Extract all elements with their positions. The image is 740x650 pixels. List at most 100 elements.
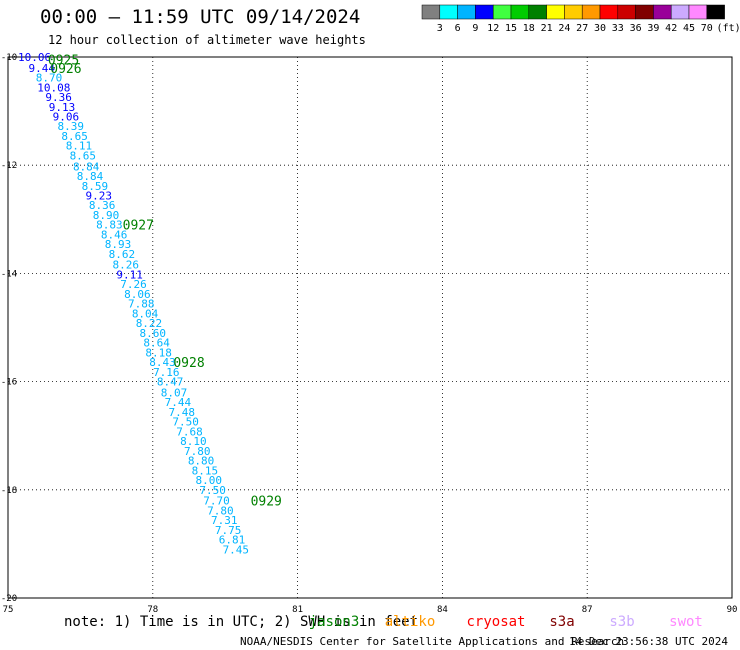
y-tick-label: -12 bbox=[1, 161, 17, 171]
swh-value-label: 8.06 bbox=[124, 288, 151, 301]
legend-swatch bbox=[492, 4, 512, 20]
y-tick-label: -20 bbox=[1, 594, 17, 604]
plot-frame bbox=[7, 56, 733, 599]
legend-label: 45 bbox=[683, 23, 695, 34]
swh-value-label: 7.26 bbox=[120, 278, 147, 291]
swh-value-label: 9.36 bbox=[45, 91, 72, 104]
time-label: 0925 bbox=[48, 54, 79, 69]
legend-swatch bbox=[617, 4, 636, 20]
swh-value-label: 8.60 bbox=[140, 327, 167, 340]
y-tick-label: -10 bbox=[1, 53, 17, 63]
swh-value-label: 8.83 bbox=[96, 219, 123, 232]
time-label: 0926 bbox=[50, 62, 81, 77]
legend-label: 42 bbox=[665, 23, 677, 34]
legend-label: 3 bbox=[437, 23, 443, 34]
swh-value-label: 7.88 bbox=[128, 298, 155, 311]
swh-value-label: 7.31 bbox=[211, 514, 238, 527]
swh-value-label: 7.16 bbox=[153, 366, 180, 379]
swh-value-label: 7.44 bbox=[165, 396, 192, 409]
swh-value-label: 8.80 bbox=[188, 455, 215, 468]
swh-value-label: 8.11 bbox=[66, 140, 93, 153]
swh-value-label: 8.90 bbox=[93, 209, 120, 222]
swh-value-label: 10.06 bbox=[18, 51, 51, 64]
footer: note: 1) Time is in UTC; 2) SWH is in fe… bbox=[64, 614, 728, 648]
satellite-legend-altiko: altiko bbox=[385, 614, 436, 630]
swh-value-label: 8.59 bbox=[82, 180, 109, 193]
footer-credit: NOAA/NESDIS Center for Satellite Applica… bbox=[240, 635, 624, 648]
y-tick-label: -16 bbox=[1, 378, 17, 388]
swh-value-label: 8.22 bbox=[136, 317, 163, 330]
swh-value-label: 8.18 bbox=[145, 346, 172, 359]
color-legend: 3 6 9 12 15 18 21 24 27 30 33 36 39 42 45 70 (ft) bbox=[421, 4, 740, 34]
legend-label: 36 bbox=[630, 23, 642, 34]
satellite-legend-jason3: jason3 bbox=[309, 614, 360, 630]
swh-value-label: 8.46 bbox=[101, 228, 128, 241]
legend-label: 12 bbox=[487, 23, 499, 34]
swh-value-label: 7.70 bbox=[203, 495, 230, 508]
swh-value-label: 7.80 bbox=[184, 445, 211, 458]
legend-swatch bbox=[581, 4, 601, 20]
swh-value-label: 8.39 bbox=[57, 120, 84, 133]
swh-value-label: 8.70 bbox=[36, 72, 63, 85]
satellite-legend-cryosat: cryosat bbox=[466, 614, 525, 630]
swh-value-label: 8.84 bbox=[73, 160, 100, 173]
swh-value-label: 7.80 bbox=[207, 504, 234, 517]
swh-value-label: 8.04 bbox=[132, 307, 159, 320]
footer-timestamp: 14 Dec 23:56:38 UTC 2024 bbox=[569, 635, 728, 648]
legend-swatch bbox=[564, 4, 583, 20]
swh-value-label: 8.84 bbox=[77, 170, 104, 183]
swh-value-label: 7.68 bbox=[176, 425, 203, 438]
swh-value-label: 9.23 bbox=[85, 189, 112, 202]
footer-note: note: 1) Time is in UTC; 2) SWH is in fe… bbox=[64, 614, 418, 630]
legend-label: 70 bbox=[701, 23, 713, 34]
legend-label: 21 bbox=[541, 23, 553, 34]
legend-label: 15 bbox=[505, 23, 517, 34]
legend-swatch bbox=[653, 4, 672, 20]
swh-value-label: 8.62 bbox=[109, 248, 136, 261]
legend-swatch bbox=[475, 4, 494, 20]
time-label: 0927 bbox=[123, 219, 154, 234]
plot-area: 75 78 81 84 87 90-10-12-14-16-18-2010.069.448… bbox=[1, 51, 738, 615]
swh-value-label: 8.65 bbox=[61, 130, 88, 143]
swh-value-label: 6.81 bbox=[219, 534, 246, 547]
legend-swatch bbox=[635, 4, 654, 20]
x-tick-label: 75 bbox=[3, 605, 14, 615]
swh-value-label: 9.06 bbox=[53, 111, 80, 124]
time-label: 0929 bbox=[251, 495, 282, 510]
legend-label: 30 bbox=[594, 23, 606, 34]
legend-label: 27 bbox=[576, 23, 588, 34]
satellite-legend-s3a: s3a bbox=[549, 614, 574, 630]
x-tick-label: 84 bbox=[437, 605, 448, 615]
chart-subtitle: 12 hour collection of altimeter wave hei… bbox=[48, 33, 366, 47]
y-tick-label: -18 bbox=[1, 486, 17, 496]
legend-swatch bbox=[599, 4, 619, 20]
swh-value-label: 7.50 bbox=[199, 484, 226, 497]
x-tick-label: 78 bbox=[147, 605, 158, 615]
legend-swatch bbox=[528, 4, 547, 20]
swh-value-label: 8.43 bbox=[149, 356, 176, 369]
legend-swatch bbox=[457, 4, 476, 20]
legend-swatch bbox=[510, 4, 530, 20]
chart-title: 00:00 – 11:59 UTC 09/14/2024 bbox=[40, 6, 361, 28]
satellite-legend-swot: swot bbox=[669, 614, 703, 630]
swh-value-label: 8.15 bbox=[192, 464, 219, 477]
swh-value-label: 7.75 bbox=[215, 524, 242, 537]
time-label: 0928 bbox=[173, 356, 204, 371]
legend-swatch bbox=[439, 4, 458, 20]
swh-value-label: 7.50 bbox=[172, 416, 199, 429]
swh-value-label: 8.65 bbox=[70, 149, 97, 162]
satellite-legend-s3b: s3b bbox=[609, 614, 634, 630]
legend-swatch bbox=[421, 4, 441, 20]
legend-label: 18 bbox=[523, 23, 535, 34]
swh-value-label: 8.36 bbox=[89, 199, 116, 212]
x-tick-label: 90 bbox=[727, 605, 738, 615]
swh-value-label: 9.11 bbox=[116, 268, 143, 281]
swh-value-label: 8.64 bbox=[143, 337, 170, 350]
swh-value-label: 8.26 bbox=[113, 259, 140, 272]
swh-value-label: 10.08 bbox=[37, 81, 70, 94]
legend-swatch bbox=[546, 4, 565, 20]
legend-label: 9 bbox=[472, 23, 478, 34]
swh-value-label: 7.48 bbox=[169, 406, 196, 419]
legend-unit: (ft) bbox=[717, 23, 740, 34]
